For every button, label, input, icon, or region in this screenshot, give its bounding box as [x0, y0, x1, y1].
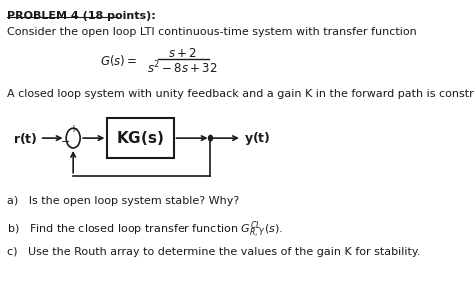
Text: a)   Is the open loop system stable? Why?: a) Is the open loop system stable? Why? [7, 196, 239, 206]
Text: +: + [69, 124, 77, 134]
Text: $\mathbf{y(t)}$: $\mathbf{y(t)}$ [244, 129, 271, 147]
Text: $G(s) =$: $G(s) =$ [100, 53, 137, 68]
Text: $\mathbf{KG(s)}$: $\mathbf{KG(s)}$ [117, 129, 164, 147]
Text: $s^2 - 8s + 32$: $s^2 - 8s + 32$ [147, 60, 218, 77]
Text: PROBLEM 4 (18 points):: PROBLEM 4 (18 points): [7, 11, 156, 21]
Text: $\mathbf{r(t)}$: $\mathbf{r(t)}$ [13, 131, 37, 146]
Text: Consider the open loop LTI continuous-time system with transfer function: Consider the open loop LTI continuous-ti… [7, 27, 417, 37]
Text: $s + 2$: $s + 2$ [168, 47, 197, 60]
Circle shape [209, 135, 212, 141]
Text: A closed loop system with unity feedback and a gain K in the forward path is con: A closed loop system with unity feedback… [7, 89, 474, 99]
Text: c)   Use the Routh array to determine the values of the gain K for stability.: c) Use the Routh array to determine the … [7, 247, 420, 257]
Text: b)   Find the closed loop transfer function $G^{CL}_{R,Y}(s)$.: b) Find the closed loop transfer functio… [7, 219, 283, 240]
Text: $-$: $-$ [60, 135, 70, 145]
Bar [107, 118, 173, 158]
